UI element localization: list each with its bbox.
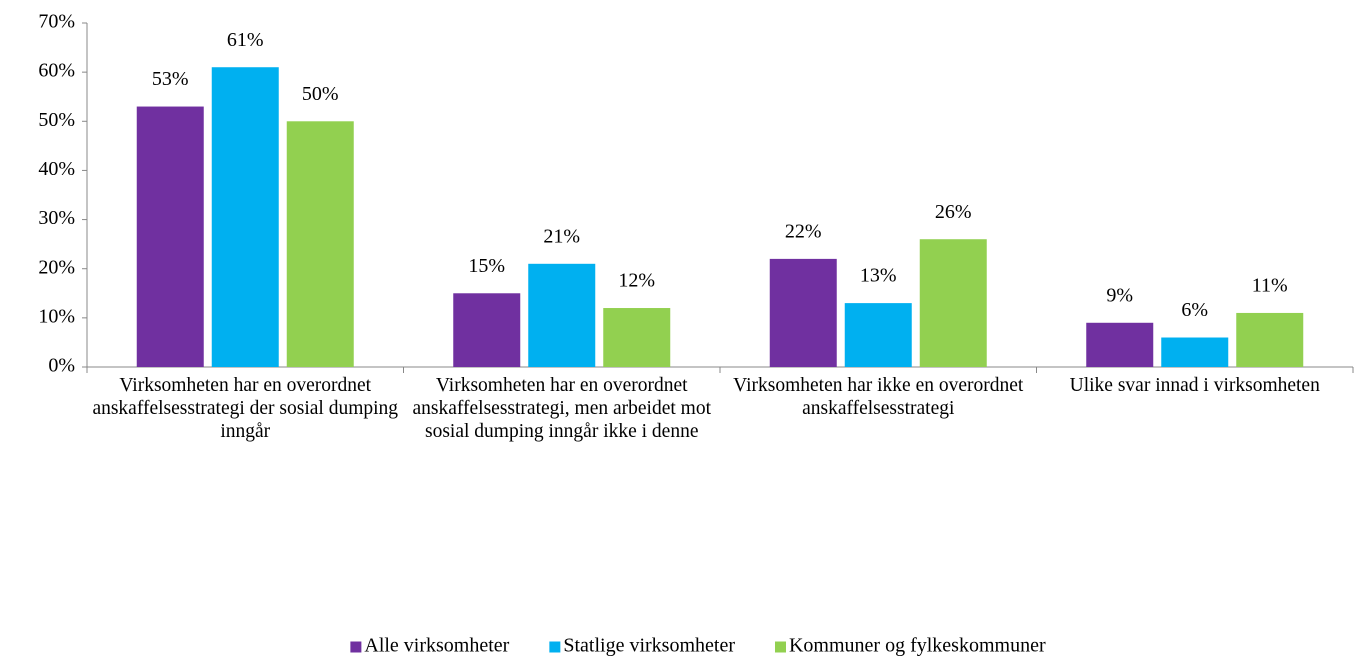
bar <box>844 303 912 367</box>
y-tick-label: 30% <box>38 207 75 229</box>
bar <box>286 121 354 368</box>
y-tick-label: 10% <box>38 305 75 327</box>
data-label: 12% <box>618 270 655 292</box>
y-tick-label: 60% <box>38 60 75 82</box>
data-label: 53% <box>152 68 189 90</box>
bar <box>528 263 596 367</box>
x-tick-label: Virksomheten har en overordnet anskaffel… <box>412 375 712 442</box>
bar <box>136 106 204 368</box>
bar <box>603 308 671 367</box>
y-tick-label: 40% <box>38 158 75 180</box>
data-label: 9% <box>1106 284 1133 306</box>
legend-swatch <box>549 641 561 653</box>
bar <box>453 293 521 367</box>
data-label: 61% <box>227 29 264 51</box>
x-tick-label: Ulike svar innad i virksomheten <box>1069 375 1320 396</box>
x-tick-label: Virksomheten har ikke en overordnet ansk… <box>733 375 1024 419</box>
legend-label: Statlige virksomheter <box>563 635 735 657</box>
legend-swatch <box>774 641 786 653</box>
data-label: 6% <box>1181 299 1208 321</box>
y-tick-label: 50% <box>38 109 75 131</box>
data-label: 26% <box>935 201 972 223</box>
y-tick-label: 20% <box>38 256 75 278</box>
bar <box>1086 322 1154 367</box>
data-label: 50% <box>302 83 339 105</box>
y-tick-label: 0% <box>48 355 75 377</box>
legend-swatch <box>350 641 362 653</box>
bar <box>769 258 837 367</box>
y-tick-label: 70% <box>38 11 75 33</box>
bar <box>1161 337 1229 367</box>
legend-label: Kommuner og fylkeskommuner <box>789 635 1046 657</box>
x-tick-label: Virksomheten har en overordnet anskaffel… <box>92 375 399 442</box>
data-label: 21% <box>543 225 580 247</box>
data-label: 13% <box>860 265 897 287</box>
bar <box>919 239 987 367</box>
data-label: 15% <box>468 255 505 277</box>
legend-label: Alle virksomheter <box>364 635 509 657</box>
bar <box>1236 312 1304 367</box>
data-label: 11% <box>1252 275 1288 297</box>
bar <box>211 67 279 367</box>
data-label: 22% <box>785 220 822 242</box>
